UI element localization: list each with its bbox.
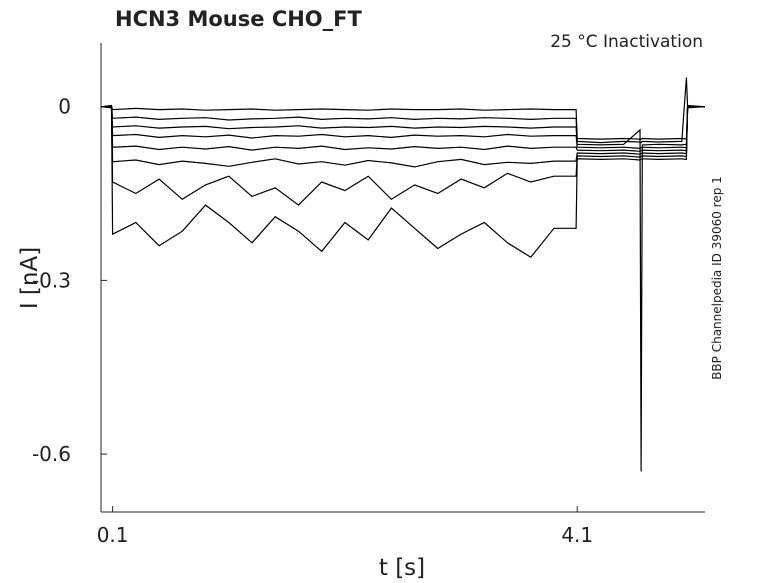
y-tick-label: 0 bbox=[58, 95, 71, 119]
trace bbox=[101, 106, 705, 152]
side-note: BBP Channelpedia ID 39060 rep 1 bbox=[710, 176, 724, 380]
y-tick-label: -0.6 bbox=[32, 442, 71, 466]
x-tick-label: 0.1 bbox=[97, 523, 129, 547]
x-axis-label: t [s] bbox=[379, 555, 425, 581]
trace bbox=[100, 77, 705, 144]
trace bbox=[101, 106, 705, 206]
trace bbox=[101, 106, 705, 258]
y-axis-label: I [nA] bbox=[17, 247, 43, 309]
trace bbox=[101, 106, 705, 150]
chart-title: HCN3 Mouse CHO_FT bbox=[115, 7, 362, 31]
x-tick-label: 4.1 bbox=[561, 523, 593, 547]
chart-subtitle: 25 °C Inactivation bbox=[550, 32, 703, 52]
trace bbox=[100, 106, 706, 472]
y-tick-label: -0.3 bbox=[32, 268, 71, 292]
trace bbox=[101, 106, 705, 168]
trace bbox=[101, 104, 706, 140]
